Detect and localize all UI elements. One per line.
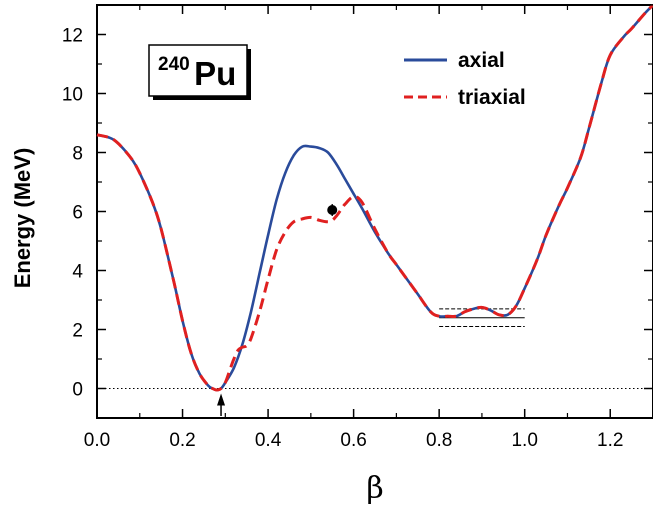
y-tick-label: 0 xyxy=(72,380,83,401)
y-tick-label: 12 xyxy=(62,26,83,47)
x-tick-label: 1.0 xyxy=(511,430,537,451)
x-tick-label: 0.0 xyxy=(84,430,110,451)
axis-layer: 0.0 0.2 0.4 0.6 0.8 1.0 1.2 0 2 4 6 8 10 12 xyxy=(62,4,653,451)
nucleus-label-box: 240 Pu xyxy=(148,44,251,100)
y-tick-label: 6 xyxy=(72,203,83,224)
x-tick-label: 0.8 xyxy=(426,430,452,451)
y-tick-label: 2 xyxy=(72,321,83,342)
experimental-point xyxy=(327,205,338,216)
series-line-triaxial xyxy=(96,3,653,392)
x-tick-label: 0.2 xyxy=(169,430,195,451)
y-tick-label: 8 xyxy=(72,144,83,165)
x-tick-label: 0.4 xyxy=(255,430,282,451)
x-tick-label: 1.2 xyxy=(597,430,623,451)
nucleus-mass-number: 240 xyxy=(158,54,190,75)
y-tick-label: 10 xyxy=(62,85,83,106)
y-axis-label: Energy (MeV) xyxy=(10,148,35,289)
minimum-arrow-head xyxy=(217,393,226,406)
legend-axial-label: axial xyxy=(458,49,505,72)
x-axis-label: β xyxy=(366,471,383,506)
legend-triaxial-label: triaxial xyxy=(458,86,526,109)
nucleus-symbol: Pu xyxy=(194,55,236,92)
y-tick-label: 4 xyxy=(72,262,83,283)
legend: axial triaxial xyxy=(404,49,526,109)
svg-text:240 Pu: 240 Pu xyxy=(158,54,236,92)
series-layer xyxy=(96,3,653,416)
x-tick-label: 0.6 xyxy=(340,430,366,451)
nucleus-label-frame xyxy=(148,44,248,97)
